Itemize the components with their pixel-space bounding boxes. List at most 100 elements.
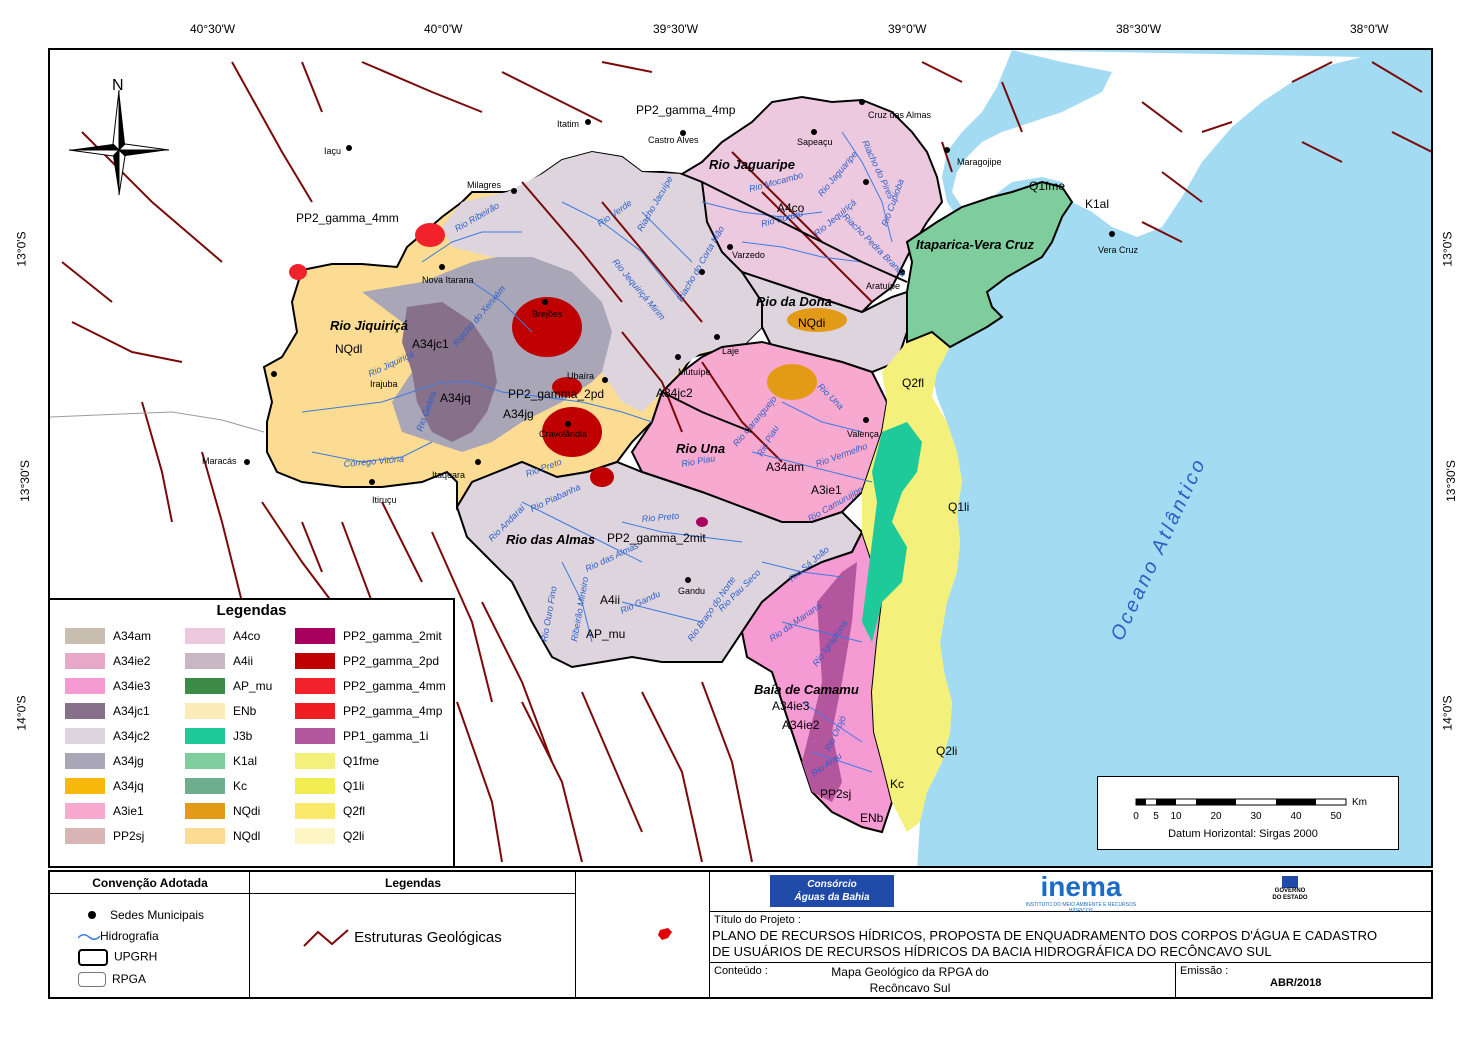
- svg-text:Itatim: Itatim: [557, 119, 579, 129]
- legend-item-pp2-gamma-4mm: PP2_gamma_4mm: [295, 678, 446, 694]
- content-line-2: Recôncavo Sul: [869, 981, 951, 995]
- legend-label: Kc: [233, 779, 248, 793]
- hydrography: [301, 131, 893, 773]
- legend-item-a4co: A4co: [185, 628, 260, 644]
- coord-right-1: 13°0'S: [1440, 231, 1455, 267]
- emission-value: ABR/2018: [1270, 977, 1322, 989]
- svg-text:Castro Alves: Castro Alves: [648, 135, 699, 145]
- body-nqdi-dona: [787, 308, 847, 332]
- svg-text:A4co: A4co: [777, 201, 805, 215]
- bay-area: [942, 50, 1112, 222]
- legend-label: A4ii: [233, 654, 254, 668]
- coord-top-5: 38°30'W: [1116, 22, 1162, 36]
- legend-item-enb: ENb: [185, 703, 256, 719]
- rpga-box-icon: [78, 972, 106, 988]
- legend-swatch: [185, 828, 225, 844]
- legend-swatch: [65, 828, 105, 844]
- legend-swatch: [65, 628, 105, 644]
- svg-text:Mutuípe: Mutuípe: [678, 367, 711, 377]
- legend-label: NQdl: [233, 829, 261, 843]
- coord-left-1: 13°0'S: [14, 231, 29, 267]
- body-gamma-2mit: [696, 517, 708, 527]
- legend-swatch: [185, 653, 225, 669]
- structure-line-icon: [303, 929, 349, 947]
- content-row: Conteúdo : Mapa Geológico da RPGA do Rec…: [710, 962, 1431, 998]
- svg-text:A34ie2: A34ie2: [782, 718, 820, 732]
- legend-item-a34jc1: A34jc1: [65, 703, 150, 719]
- svg-text:Ubaíra: Ubaíra: [567, 371, 594, 381]
- body-ubaira: [552, 377, 582, 397]
- locator-map-icon: [658, 928, 672, 940]
- coord-left-3: 14°0'S: [14, 695, 29, 731]
- title-line-2: DE USUÁRIOS DE RECURSOS HÍDRICOS DA BACI…: [712, 944, 1272, 959]
- legend-item-kc: Kc: [185, 778, 247, 794]
- legend-swatch: [185, 753, 225, 769]
- convention-cell: Convenção Adotada Sedes Municipais Hidro…: [50, 872, 250, 997]
- legend-item-ap-mu: AP_mu: [185, 678, 272, 694]
- municipal-seats: [244, 99, 1115, 583]
- svg-text:PP2_gamma_4mm: PP2_gamma_4mm: [296, 211, 399, 225]
- svg-text:Rio da Dona: Rio da Dona: [756, 294, 832, 309]
- legend-item-a4ii: A4ii: [185, 653, 253, 669]
- north-label: N: [112, 77, 124, 94]
- consorcio-logo: Consórcio Águas da Bahia: [770, 875, 894, 907]
- svg-text:Cruz das Almas: Cruz das Almas: [868, 110, 932, 120]
- svg-text:PP2_gamma_4mp: PP2_gamma_4mp: [636, 103, 736, 117]
- legend-label: K1al: [233, 754, 258, 768]
- svg-text:Itaparica-Vera Cruz: Itaparica-Vera Cruz: [916, 237, 1035, 252]
- upgrh-boundaries: [661, 181, 908, 433]
- svg-text:Valença: Valença: [847, 429, 879, 439]
- svg-text:Rio das Almas: Rio das Almas: [506, 532, 595, 547]
- legend-swatch: [295, 678, 335, 694]
- zone-a34jc2-north: [442, 152, 762, 412]
- title-label: Título do Projeto :: [714, 914, 801, 926]
- svg-text:Gandu: Gandu: [678, 586, 705, 596]
- legend-label: A4co: [233, 629, 261, 643]
- legend-item-a34jc2: A34jc2: [65, 728, 150, 744]
- body-nqdi-una: [767, 364, 817, 400]
- svg-text:Irajuba: Irajuba: [370, 379, 398, 389]
- svg-text:Q2li: Q2li: [936, 744, 957, 758]
- legend-title: Legendas: [216, 602, 287, 619]
- convention-upgrh: UPGRH: [78, 949, 157, 966]
- legend-item-a34ie2: A34ie2: [65, 653, 150, 669]
- svg-text:K1al: K1al: [1085, 197, 1109, 211]
- legend-item-pp2-gamma-2pd: PP2_gamma_2pd: [295, 653, 439, 669]
- legend-item-q2fl: Q2fl: [295, 803, 365, 819]
- legend-label: Q2fl: [343, 804, 366, 818]
- svg-text:0: 0: [1133, 811, 1139, 822]
- legend-item-q1fme: Q1fme: [295, 753, 379, 769]
- legend-swatch: [185, 778, 225, 794]
- coord-top-6: 38°0'W: [1350, 22, 1389, 36]
- svg-text:Rio Preto: Rio Preto: [641, 511, 679, 524]
- svg-text:Rio Jiquiriçá: Rio Jiquiriçá: [330, 318, 408, 333]
- svg-text:50: 50: [1330, 811, 1342, 822]
- svg-text:A34jc1: A34jc1: [412, 337, 449, 351]
- rpga-outline: [50, 411, 265, 433]
- legend-item-nqdl: NQdl: [185, 828, 260, 844]
- svg-text:Km: Km: [1352, 797, 1367, 808]
- legend-label: PP2_gamma_4mp: [343, 704, 443, 718]
- legend-label: A3ie1: [113, 804, 144, 818]
- locator-cell: [576, 872, 710, 997]
- scale-bar: Km 0 5 10 20 30 40 50 Datum Horizontal: …: [1133, 797, 1367, 840]
- svg-text:Q1fme: Q1fme: [1029, 179, 1065, 193]
- legend-label: J3b: [233, 729, 253, 743]
- bottom-legend-header: Legendas: [250, 872, 576, 894]
- content-line-1: Mapa Geológico da RPGA do: [831, 965, 989, 979]
- coast-j3b: [862, 422, 922, 642]
- convention-hydro: Hidrografia: [77, 929, 159, 943]
- legend-swatch: [65, 703, 105, 719]
- svg-text:Rio Jaguaripe: Rio Jaguaripe: [709, 157, 795, 172]
- content-label: Conteúdo :: [714, 965, 768, 977]
- legend-item-a34ie3: A34ie3: [65, 678, 150, 694]
- governo-logo: GOVERNO DO ESTADO: [1266, 876, 1314, 908]
- svg-text:NQdi: NQdi: [798, 316, 825, 330]
- convention-header: Convenção Adotada: [50, 872, 250, 894]
- svg-text:Vera Cruz: Vera Cruz: [1098, 245, 1139, 255]
- convention-rpga: RPGA: [78, 972, 146, 988]
- svg-text:Aratuípe: Aratuípe: [866, 281, 900, 291]
- body-brejoes: [512, 297, 582, 357]
- svg-text:Itaquara: Itaquara: [432, 470, 465, 480]
- coord-left-2: 13°30'S: [17, 460, 32, 502]
